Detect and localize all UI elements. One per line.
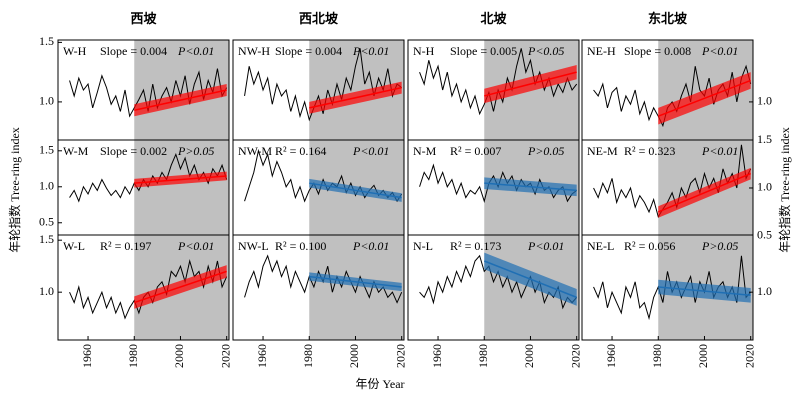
panel-label: NW-H [238, 44, 270, 58]
y-tick-label: 1.5 [39, 34, 54, 48]
panel-label: NE-M [587, 144, 618, 158]
y-tick-label: 1.0 [757, 284, 772, 298]
x-tick-label: 2020 [393, 344, 407, 368]
panel-p: P<0.01 [177, 44, 214, 58]
panel-label: N-H [413, 44, 435, 58]
y-tick-label: 0.5 [39, 215, 54, 229]
panel-frame [57, 234, 230, 341]
y-tick-label: 1.0 [757, 180, 772, 194]
panel-p: P>0.05 [701, 239, 738, 253]
trend-line [134, 270, 227, 304]
panel-label: W-H [63, 44, 87, 58]
x-tick-label: 2020 [568, 344, 582, 368]
x-axis-label: 年份 Year [355, 377, 404, 391]
x-tick-label: 1960 [430, 344, 444, 368]
column-title: 西北坡 [299, 11, 339, 26]
x-tick-label: 2020 [218, 344, 232, 368]
trend-line [309, 182, 402, 199]
panel-stat: Slope = 0.002 [100, 144, 167, 158]
panel-stat: R² = 0.100 [275, 239, 326, 253]
x-tick-label: 1980 [301, 344, 315, 368]
x-tick-label: 1960 [80, 344, 94, 368]
panel-label: NW-L [238, 239, 269, 253]
panel-stat: R² = 0.323 [624, 144, 675, 158]
x-tick-label: 1980 [126, 344, 140, 368]
trend-line [309, 275, 402, 288]
column-title: 东北坡 [648, 11, 688, 26]
y-tick-label: 1.0 [39, 94, 54, 108]
panel-label: W-M [63, 144, 89, 158]
panel-p: P<0.01 [527, 239, 564, 253]
panel-frame [232, 234, 405, 341]
x-tick-label: 2000 [172, 344, 186, 368]
x-tick-label: 1960 [604, 344, 618, 368]
column-title: 北坡 [480, 11, 507, 26]
panel-p: P>0.05 [527, 144, 564, 158]
panel-label: NE-H [587, 44, 616, 58]
panel-p: P<0.01 [177, 239, 214, 253]
panel-stat: Slope = 0.004 [275, 44, 342, 58]
trend-line [484, 182, 577, 192]
series-line [593, 144, 752, 219]
y-tick-label: 1.5 [39, 232, 54, 246]
y-tick-label: 1.5 [757, 132, 772, 146]
y-tick-label: 1.0 [757, 94, 772, 108]
trend-line [484, 71, 577, 97]
panel-p: P<0.01 [352, 144, 389, 158]
x-tick-label: 2000 [696, 344, 710, 368]
panel-label: N-L [413, 239, 433, 253]
panel-frame [581, 234, 754, 341]
panel-p: P<0.01 [352, 44, 389, 58]
x-tick-label: 2000 [522, 344, 536, 368]
panel-stat: R² = 0.197 [100, 239, 151, 253]
panel-p: P<0.01 [701, 44, 738, 58]
trend-line [657, 79, 751, 117]
y-tick-label: 1.5 [39, 143, 54, 157]
trend-line [483, 260, 577, 299]
panel-label: W-L [63, 239, 85, 253]
y-axis-label: 年轮指数 Tree-ring index [7, 127, 22, 253]
trend-line [657, 172, 751, 213]
panel-stat: Slope = 0.008 [624, 44, 691, 58]
panel-p: P>0.05 [177, 144, 214, 158]
highlight-region [134, 140, 229, 235]
y-tick-label: 0.5 [757, 228, 772, 242]
trend-line [309, 86, 402, 109]
x-tick-label: 2020 [742, 344, 756, 368]
series-line [244, 148, 403, 203]
x-tick-label: 2000 [347, 344, 361, 368]
y-tick-label: 1.0 [39, 179, 54, 193]
x-tick-label: 1980 [650, 344, 664, 368]
panel-label: NW-M [238, 144, 272, 158]
panel-stat: R² = 0.164 [275, 144, 326, 158]
trend-line [134, 175, 227, 184]
panel-stat: Slope = 0.005 [450, 44, 517, 58]
panel-stat: R² = 0.173 [450, 239, 501, 253]
panel-stat: Slope = 0.004 [100, 44, 167, 58]
x-tick-label: 1980 [476, 344, 490, 368]
panel-label: NE-L [587, 239, 614, 253]
x-tick-label: 1960 [255, 344, 269, 368]
trend-line [658, 286, 751, 297]
panel-p: P<0.01 [701, 144, 738, 158]
panel-stat: R² = 0.007 [450, 144, 501, 158]
panel-label: N-M [413, 144, 437, 158]
panel-p: P<0.01 [352, 239, 389, 253]
y-axis-label-right: 年轮指数 Tree-ring index [777, 127, 792, 253]
panel-frame [407, 234, 580, 341]
panel-stat: R² = 0.056 [624, 239, 675, 253]
y-tick-label: 1.0 [39, 284, 54, 298]
column-title: 西坡 [130, 11, 157, 26]
panel-p: P<0.05 [527, 44, 564, 58]
trend-line [134, 89, 227, 111]
